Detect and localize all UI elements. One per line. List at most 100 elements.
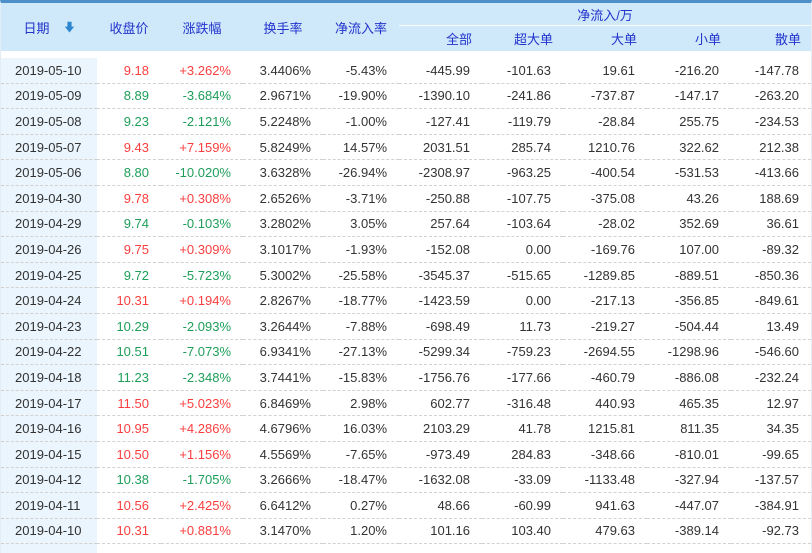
cell-inflow-super-large: 0.00	[482, 236, 563, 263]
column-group-header-net-inflow: 净流入/万	[399, 3, 811, 26]
cell-change: +0.309%	[161, 236, 243, 263]
cell-date: 2019-04-26	[1, 236, 97, 263]
cell-inflow-small: 465.35	[647, 390, 731, 417]
clipped-date-cell	[1, 544, 97, 553]
cell-inflow-retail: -89.32	[731, 236, 811, 263]
cell-inflow-large: -348.66	[563, 441, 647, 468]
cell-inflow-all: -127.41	[399, 108, 482, 135]
cell-inflow-all: -1423.59	[399, 287, 482, 314]
cell-date: 2019-04-24	[1, 287, 97, 314]
cell-inflow-super-large: -963.25	[482, 159, 563, 186]
cell-inflow-small: 43.26	[647, 185, 731, 212]
table-row: 2019-04-17 11.50 +5.023% 6.8469% 2.98% 602.77…	[1, 390, 811, 417]
table-row: 2019-04-12 10.38 -1.705% 3.2666% -18.47% -163…	[1, 467, 811, 494]
cell-turnover: 3.1470%	[243, 518, 323, 545]
cell-date: 2019-04-22	[1, 339, 97, 366]
cell-inflow-super-large: -177.66	[482, 364, 563, 391]
cell-inflow-all: 602.77	[399, 390, 482, 417]
cell-close: 9.23	[97, 108, 161, 135]
cell-inflow-small: 352.69	[647, 211, 731, 238]
table-row: 2019-05-06 8.80 -10.020% 3.6328% -26.94% -230…	[1, 159, 811, 186]
column-header-inflow-all: 全部	[399, 25, 482, 51]
table-row: 2019-05-08 9.23 -2.121% 5.2248% -1.00% -127.4…	[1, 108, 811, 135]
cell-date: 2019-04-30	[1, 185, 97, 212]
cell-inflow-retail: -147.78	[731, 58, 811, 84]
cell-date: 2019-04-29	[1, 211, 97, 238]
cell-turnover: 2.8267%	[243, 287, 323, 314]
cell-inflow-rate: 14.57%	[323, 134, 399, 161]
cell-inflow-small: -327.94	[647, 467, 731, 494]
cell-inflow-retail: -413.66	[731, 159, 811, 186]
cell-turnover: 6.8469%	[243, 390, 323, 417]
cell-turnover: 3.4406%	[243, 58, 323, 84]
cell-change: -3.684%	[161, 83, 243, 110]
cell-inflow-all: 257.64	[399, 211, 482, 238]
cell-inflow-small: -810.01	[647, 441, 731, 468]
table-row: 2019-04-18 11.23 -2.348% 3.7441% -15.83% -175…	[1, 364, 811, 391]
cell-inflow-retail: -234.53	[731, 108, 811, 135]
cell-turnover: 3.7441%	[243, 364, 323, 391]
table-row: 2019-05-09 8.89 -3.684% 2.9671% -19.90% -1390…	[1, 83, 811, 110]
cell-date: 2019-05-08	[1, 108, 97, 135]
cell-turnover: 3.6328%	[243, 159, 323, 186]
cell-inflow-retail: -384.91	[731, 492, 811, 519]
cell-turnover: 4.5569%	[243, 441, 323, 468]
cell-inflow-large: -217.13	[563, 287, 647, 314]
cell-inflow-large: -1289.85	[563, 262, 647, 289]
cell-inflow-large: -375.08	[563, 185, 647, 212]
cell-inflow-super-large: 11.73	[482, 313, 563, 340]
table-row: 2019-04-30 9.78 +0.308% 2.6526% -3.71% -250.8…	[1, 185, 811, 212]
column-header-inflow-retail: 散单	[731, 25, 811, 51]
cell-inflow-rate: -18.47%	[323, 467, 399, 494]
cell-inflow-all: -152.08	[399, 236, 482, 263]
cell-inflow-retail: -232.24	[731, 364, 811, 391]
cell-close: 10.31	[97, 518, 161, 545]
cell-inflow-small: -531.53	[647, 159, 731, 186]
cell-inflow-retail: 34.35	[731, 415, 811, 442]
cell-inflow-retail: -92.73	[731, 518, 811, 545]
cell-change: +2.425%	[161, 492, 243, 519]
cell-inflow-retail: 12.97	[731, 390, 811, 417]
table-row: 2019-05-10 9.18 +3.262% 3.4406% -5.43% -445.9…	[1, 58, 811, 84]
column-header-change: 涨跌幅	[161, 3, 243, 51]
cell-date: 2019-04-15	[1, 441, 97, 468]
cell-date: 2019-04-23	[1, 313, 97, 340]
cell-change: -0.103%	[161, 211, 243, 238]
cell-turnover: 6.6412%	[243, 492, 323, 519]
cell-change: +0.308%	[161, 185, 243, 212]
cell-close: 10.95	[97, 415, 161, 442]
cell-inflow-large: 941.63	[563, 492, 647, 519]
cell-change: +0.881%	[161, 518, 243, 545]
cell-inflow-rate: -7.88%	[323, 313, 399, 340]
cell-close: 10.29	[97, 313, 161, 340]
cell-change: +4.286%	[161, 415, 243, 442]
cell-inflow-rate: -7.65%	[323, 441, 399, 468]
cell-date: 2019-05-10	[1, 58, 97, 84]
cell-change: -2.348%	[161, 364, 243, 391]
table-header: 日期 收盘价 涨跌幅 换手率 净流入率 净流入/万 全部 超大单	[1, 3, 811, 51]
cell-close: 10.31	[97, 287, 161, 314]
cell-close: 10.50	[97, 441, 161, 468]
cell-inflow-all: 2103.29	[399, 415, 482, 442]
cell-inflow-rate: 0.27%	[323, 492, 399, 519]
column-header-date[interactable]: 日期	[1, 3, 97, 51]
cell-inflow-rate: -5.43%	[323, 58, 399, 84]
cell-inflow-all: -250.88	[399, 185, 482, 212]
cell-inflow-large: 440.93	[563, 390, 647, 417]
cell-inflow-large: -737.87	[563, 83, 647, 110]
cell-inflow-super-large: -103.64	[482, 211, 563, 238]
cell-change: -2.093%	[161, 313, 243, 340]
cell-close: 9.78	[97, 185, 161, 212]
cell-change: -5.723%	[161, 262, 243, 289]
cell-inflow-retail: -546.60	[731, 339, 811, 366]
table-row: 2019-04-24 10.31 +0.194% 2.8267% -18.77% -142…	[1, 287, 811, 314]
cell-date: 2019-04-11	[1, 492, 97, 519]
cell-inflow-small: -889.51	[647, 262, 731, 289]
cell-turnover: 5.2248%	[243, 108, 323, 135]
table-row: 2019-04-29 9.74 -0.103% 3.2802% 3.05% 257.64-…	[1, 211, 811, 238]
cell-inflow-rate: 3.05%	[323, 211, 399, 238]
cell-inflow-large: -169.76	[563, 236, 647, 263]
cell-inflow-large: -28.02	[563, 211, 647, 238]
cell-change: +0.194%	[161, 287, 243, 314]
